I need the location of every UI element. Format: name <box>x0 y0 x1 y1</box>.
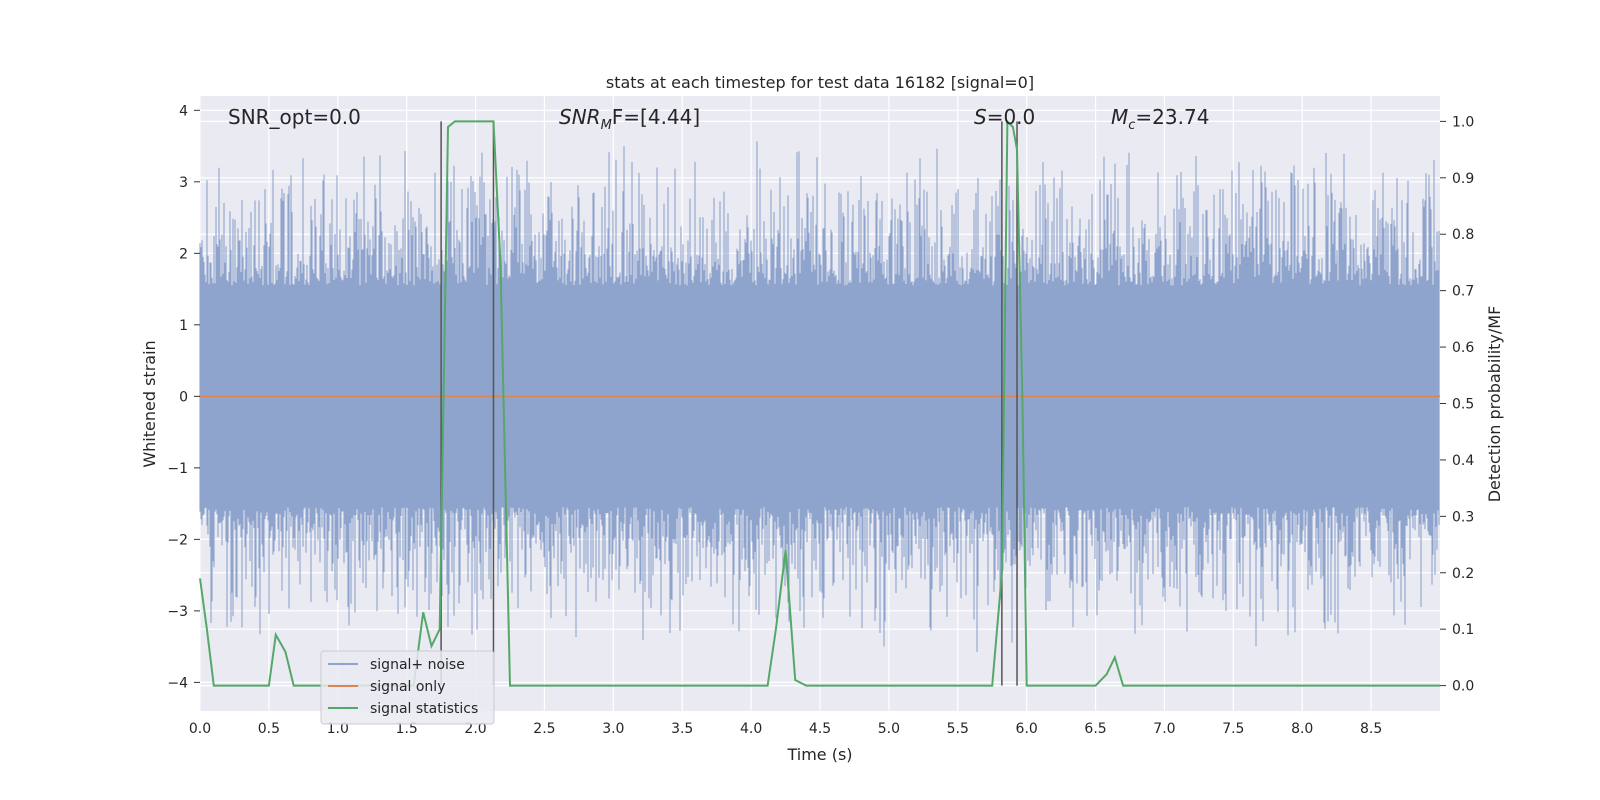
y-tick-label-left: 1 <box>179 318 188 334</box>
x-tick-label: 3.0 <box>602 721 624 737</box>
x-tick-label: 8.0 <box>1291 721 1313 737</box>
x-tick-label: 2.5 <box>533 721 555 737</box>
x-tick-label: 5.5 <box>947 721 969 737</box>
y-tick-label-right: 0.7 <box>1452 284 1474 300</box>
y-tick-label-right: 0.5 <box>1452 397 1474 413</box>
x-tick-label: 7.5 <box>1222 721 1244 737</box>
annotation-snr-opt: SNR_opt=0.0 <box>228 105 361 129</box>
x-tick-label: 3.5 <box>671 721 693 737</box>
x-tick-label: 7.0 <box>1153 721 1175 737</box>
y-tick-label-left: 4 <box>179 103 188 119</box>
y-tick-label-right: 0.9 <box>1452 171 1474 187</box>
x-axis-label: Time (s) <box>786 745 852 764</box>
x-tick-label: 2.0 <box>464 721 486 737</box>
y-tick-label-right: 0.2 <box>1452 566 1474 582</box>
y-tick-label-right: 0.1 <box>1452 622 1474 638</box>
chart-title: stats at each timestep for test data 161… <box>606 73 1034 92</box>
y-axis-label-left: Whitened strain <box>140 340 159 467</box>
legend: signal+ noise signal only signal statist… <box>320 650 495 725</box>
x-tick-label: 0.0 <box>189 721 211 737</box>
x-tick-label: 5.0 <box>878 721 900 737</box>
mc-rest: =23.74 <box>1135 105 1209 129</box>
annotation-snr-mf: SNRMF=[4.44] <box>559 105 700 133</box>
y-tick-label-right: 0.0 <box>1452 679 1474 695</box>
legend-box <box>320 650 495 725</box>
y-tick-label-left: 2 <box>179 246 188 262</box>
y-tick-label-right: 0.6 <box>1452 340 1474 356</box>
y-tick-label-left: −4 <box>167 675 188 691</box>
x-ticks: 0.0 0.5 1.0 1.5 2.0 2.5 3.0 3.5 4.0 4.5 5.0 5.5 6.0 6… <box>189 721 1382 737</box>
y-ticks-left: 4 3 2 1 0 −1 −2 −3 −4 <box>167 103 200 691</box>
y-tick-label-left: −2 <box>167 532 188 548</box>
y-axis-label-right: Detection probability/MF <box>1485 306 1504 503</box>
y-tick-label-right: 0.3 <box>1452 509 1474 525</box>
x-tick-label: 0.5 <box>258 721 280 737</box>
s-main: S <box>974 105 987 129</box>
y-tick-label-left: 3 <box>179 175 188 191</box>
x-tick-label: 8.5 <box>1360 721 1382 737</box>
x-tick-label: 1.5 <box>396 721 418 737</box>
legend-label-statistics: signal statistics <box>370 701 478 717</box>
mc-sub: c <box>1128 118 1135 133</box>
y-tick-label-left: 0 <box>179 389 188 405</box>
x-tick-label: 6.0 <box>1016 721 1038 737</box>
x-tick-label: 4.5 <box>809 721 831 737</box>
y-tick-label-right: 0.4 <box>1452 453 1474 469</box>
x-tick-label: 4.0 <box>740 721 762 737</box>
annotation-s: S=0.0 <box>974 105 1035 129</box>
y-tick-label-left: −1 <box>167 461 188 477</box>
y-tick-label-left: −3 <box>167 604 188 620</box>
snr-mf-sub: M <box>601 118 612 133</box>
noise-series <box>199 141 1440 652</box>
y-tick-label-right: 0.8 <box>1452 227 1474 243</box>
mc-main: M <box>1111 105 1128 129</box>
snr-mf-rest: F=[4.44] <box>612 105 700 129</box>
y-ticks-right: 1.0 0.9 0.8 0.7 0.6 0.5 0.4 0.3 0.2 0.1 0.0 <box>1440 114 1474 695</box>
snr-mf-main: SNR <box>559 105 601 129</box>
legend-label-signal-only: signal only <box>370 679 445 695</box>
x-tick-label: 6.5 <box>1084 721 1106 737</box>
legend-label-noise: signal+ noise <box>370 657 465 673</box>
y-tick-label-right: 1.0 <box>1452 114 1474 130</box>
annotation-mc: Mc=23.74 <box>1111 105 1209 133</box>
noise-trace <box>199 141 1440 652</box>
x-tick-label: 1.0 <box>327 721 349 737</box>
signal-statistics-line <box>199 118 1440 687</box>
s-rest: =0.0 <box>987 105 1036 129</box>
